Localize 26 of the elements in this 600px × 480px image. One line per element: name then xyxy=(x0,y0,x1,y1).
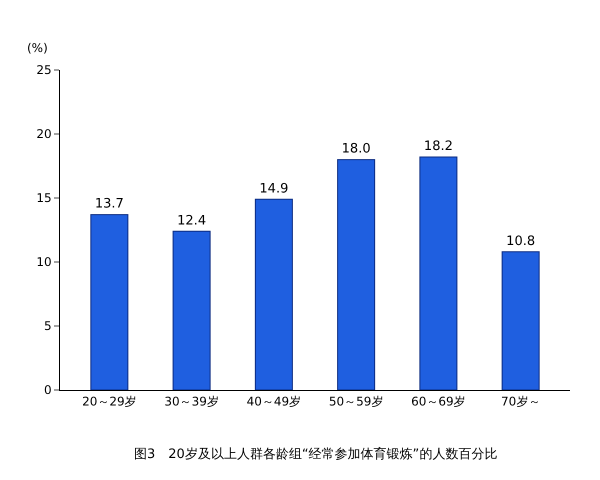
data-label: 10.8 xyxy=(506,234,536,249)
y-tick-label: 10 xyxy=(36,255,52,270)
y-tick-label: 20 xyxy=(36,127,52,142)
bar xyxy=(502,251,540,390)
y-tick-label: 5 xyxy=(44,319,52,334)
x-tick-label: 20～29岁 xyxy=(82,394,137,408)
x-tick-label: 30～39岁 xyxy=(164,394,219,408)
data-label: 12.4 xyxy=(177,213,206,228)
y-tick-label: 15 xyxy=(36,191,52,206)
bar xyxy=(419,156,458,390)
bar xyxy=(90,214,128,390)
bar xyxy=(254,198,293,390)
y-tick-label: 25 xyxy=(36,63,52,78)
bar xyxy=(172,230,211,390)
data-label: 14.9 xyxy=(259,181,288,196)
data-label: 18.2 xyxy=(424,139,453,154)
text: 图3 20岁及以上人群各龄组“经常参加体育锻炼”的人数百分比 xyxy=(134,446,498,462)
data-label: 13.7 xyxy=(94,196,124,212)
y-axis-title: (%) xyxy=(27,41,48,55)
data-label: 18.0 xyxy=(342,142,371,157)
y-tick-label: 0 xyxy=(44,383,52,398)
x-tick-label: 50～59岁 xyxy=(328,394,384,408)
x-tick-label: 70岁～ xyxy=(501,394,540,408)
bar xyxy=(337,159,376,390)
x-tick-label: 40～49岁 xyxy=(246,394,302,408)
x-tick-label: 60～69岁 xyxy=(411,394,466,408)
